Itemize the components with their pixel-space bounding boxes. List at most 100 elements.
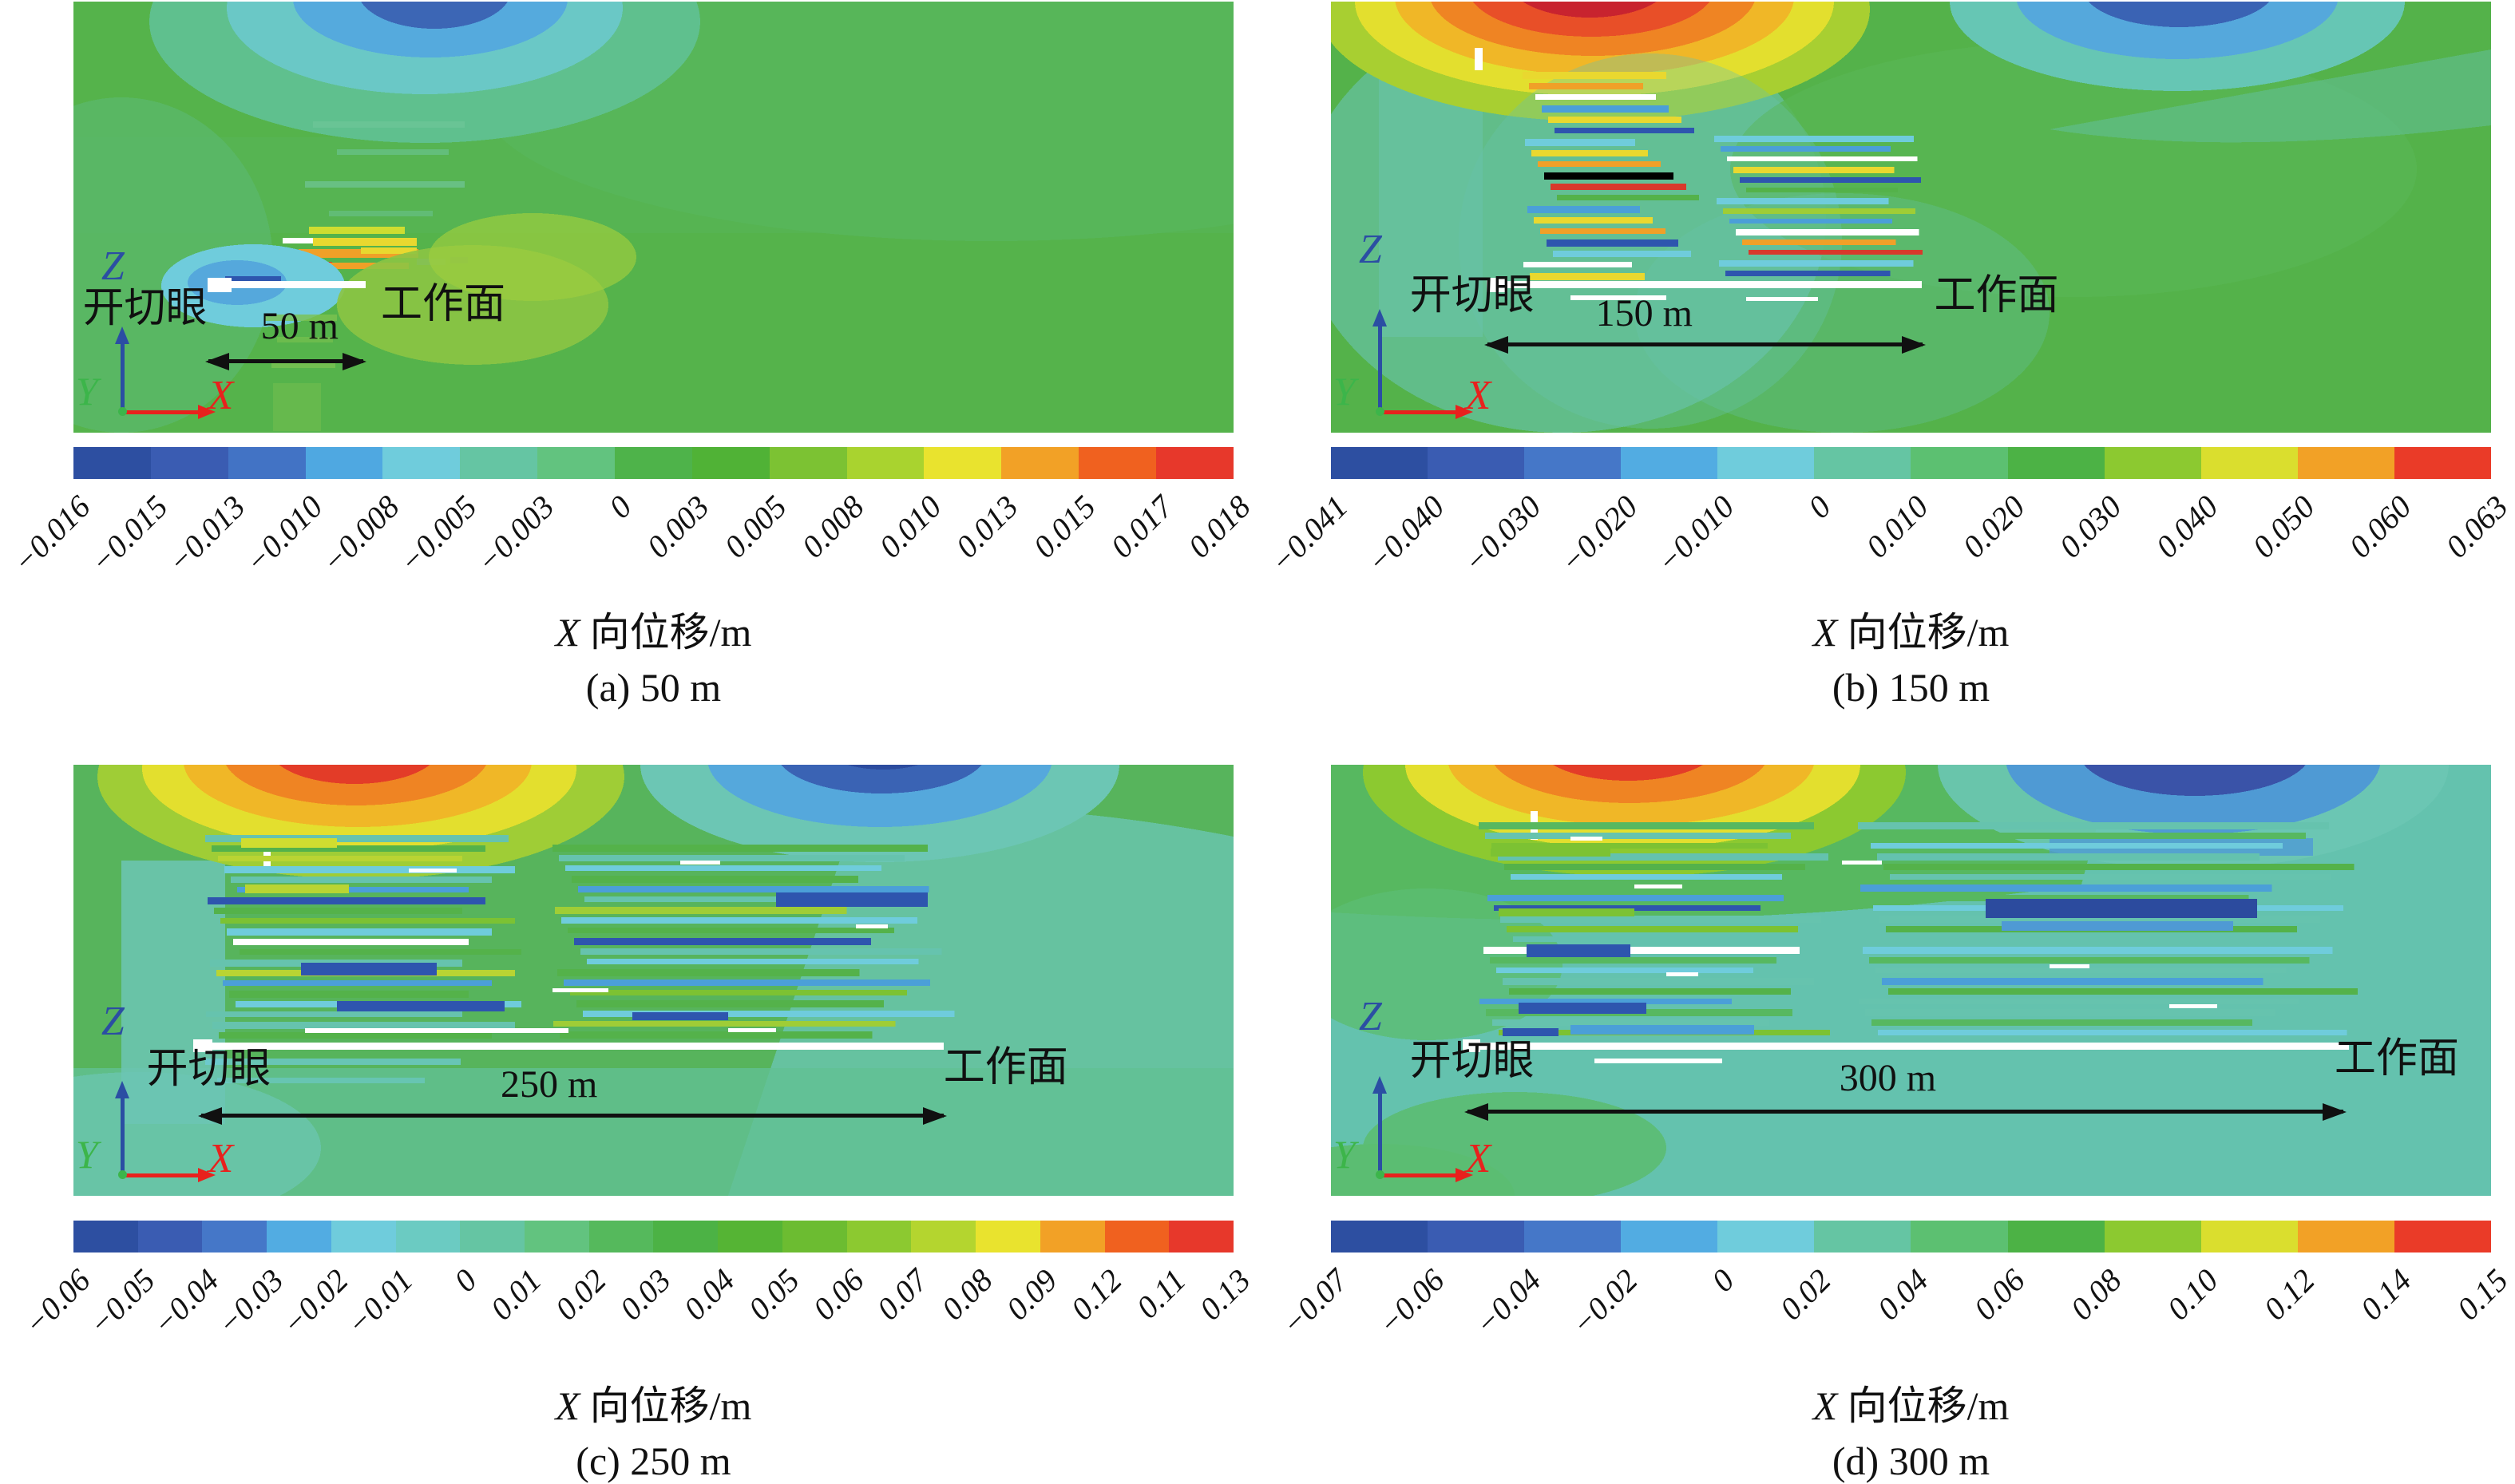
colorbar-segment: [1524, 447, 1622, 479]
y-axis-label: Y: [75, 369, 98, 414]
colorbar-segment: [267, 1221, 331, 1252]
colorbar-tick-label: 0.12: [1063, 1261, 1129, 1328]
colorbar-segment: [202, 1221, 267, 1252]
colorbar-segment: [395, 1221, 461, 1252]
colorbar-tick-label: −0.04: [1467, 1261, 1548, 1343]
panel-b: 开切眼 150 m 工作面 Z Y X −0.041 −0.040 −0.030 −0…: [1258, 0, 2515, 741]
z-axis-arrow: [1372, 1076, 1387, 1174]
colorbar-tick-label: −0.016: [6, 488, 97, 580]
colorbar-segment: [976, 1221, 1040, 1252]
colorbar-tick-label: 0.13: [1192, 1261, 1258, 1328]
colorbar-segment: [537, 447, 616, 479]
contour-plot-b: 开切眼 150 m 工作面 Z Y X: [1331, 2, 2491, 433]
distance-arrow: [204, 353, 366, 371]
colorbar-tick-label: −0.041: [1263, 488, 1355, 580]
z-axis-label: Z: [1358, 226, 1382, 272]
z-axis-arrow: [1372, 309, 1387, 411]
panel-caption: (d) 300 m: [1832, 1438, 1990, 1483]
colorbar-tick-label: 0.04: [1869, 1261, 1935, 1328]
colorbar-segment: [137, 1221, 203, 1252]
contour-field-b: [1331, 2, 2491, 433]
x-axis-arrow: [123, 404, 216, 419]
colorbar-tick-label: −0.015: [83, 488, 175, 580]
colorbar-segment: [2104, 1221, 2201, 1252]
distance-arrow: [1484, 335, 1926, 354]
colorbar-c: [73, 1221, 1234, 1252]
colorbar-segment: [2394, 447, 2491, 479]
cut-label: 开切眼: [146, 1047, 271, 1093]
axis-origin-dot: [1375, 1169, 1384, 1179]
colorbar-tick-label: 0.010: [871, 488, 949, 565]
x-axis-arrow: [1380, 1167, 1474, 1182]
colorbar-tick-label: 0.060: [2342, 488, 2418, 565]
y-axis-label: Y: [1333, 1132, 1356, 1177]
colorbar-title: X 向位移/m: [555, 610, 752, 655]
colorbar-tick-label: −0.003: [469, 488, 561, 580]
colorbar-segment: [1524, 1221, 1622, 1252]
distance-label: 300 m: [1839, 1057, 1937, 1100]
colorbar-segment: [1621, 1221, 1718, 1252]
contour-plot-d: 开切眼 300 m 工作面 Z Y X: [1331, 765, 2491, 1196]
contour-field-d: [1331, 765, 2491, 1196]
colorbar-segment: [1911, 1221, 2008, 1252]
cut-label: 开切眼: [1409, 1038, 1535, 1084]
colorbar-segment: [1040, 1221, 1105, 1252]
contour-plot-a: 开切眼 50 m 工作面 Z Y X: [73, 2, 1234, 433]
colorbar-segment: [1814, 1221, 1911, 1252]
colorbar-segment: [1428, 447, 1525, 479]
axis-origin-dot: [117, 406, 127, 416]
colorbar-segment: [911, 1221, 976, 1252]
colorbar-tick-label: 0.06: [806, 1261, 871, 1328]
x-axis-arrow: [123, 1167, 216, 1182]
face-label: 工作面: [943, 1044, 1068, 1090]
colorbar-segment: [1331, 447, 1428, 479]
colorbar-tick-label: 0.14: [2353, 1261, 2418, 1328]
colorbar-segment: [73, 1221, 138, 1252]
z-axis-label: Z: [101, 243, 125, 290]
colorbar-tick-label: 0.05: [741, 1261, 806, 1328]
colorbar-segment: [2007, 1221, 2105, 1252]
colorbar-tick-label: −0.005: [392, 488, 485, 580]
colorbar-tick-label: −0.02: [1564, 1261, 1645, 1343]
colorbar-tick-label: −0.010: [237, 488, 330, 580]
colorbar-tick-label: 0.02: [1772, 1261, 1839, 1328]
colorbar-tick-label: 0.11: [1129, 1261, 1193, 1326]
colorbar-tick-label: 0.005: [717, 488, 794, 565]
colorbar-tick-label: 0.12: [2256, 1261, 2322, 1328]
distance-label: 50 m: [260, 304, 339, 347]
colorbar-segment: [1911, 447, 2008, 479]
colorbar-tick-label: 0.040: [2148, 488, 2225, 565]
colorbar-segment: [2007, 447, 2105, 479]
colorbar-tick-label: 0.04: [676, 1261, 742, 1328]
colorbar-tick-label: −0.06: [17, 1261, 97, 1343]
colorbar-segment: [846, 447, 925, 479]
colorbar-segment: [1156, 447, 1234, 479]
colorbar-tick-label: 0.07: [869, 1261, 936, 1328]
y-axis-label: Y: [75, 1132, 98, 1177]
colorbar-segment: [615, 447, 692, 479]
z-axis-label: Z: [1358, 994, 1382, 1040]
colorbar-tick-label: 0.008: [794, 488, 871, 565]
colorbar-segment: [924, 447, 1002, 479]
colorbar-tick-label: 0.06: [1966, 1261, 2032, 1328]
colorbar-segment: [769, 447, 847, 479]
colorbar-tick-label: 0.013: [949, 488, 1026, 565]
colorbar-segment: [691, 447, 770, 479]
colorbar-segment: [1814, 447, 1911, 479]
colorbar-segment: [653, 1221, 719, 1252]
colorbar-segment: [1717, 1221, 1815, 1252]
contour-field-a: [73, 2, 1234, 433]
colorbar-segment: [1079, 447, 1157, 479]
colorbar-segment: [305, 447, 383, 479]
colorbar-segment: [525, 1221, 589, 1252]
colorbar-tick-label: 0.030: [2051, 488, 2129, 565]
colorbar-segment: [150, 447, 228, 479]
panel-d: 开切眼 300 m 工作面 Z Y X −0.07 −0.06 −0.04 −0.02…: [1258, 741, 2515, 1483]
panel-caption: (b) 150 m: [1832, 665, 1990, 710]
colorbar-segment: [1621, 447, 1718, 479]
colorbar-tick-label: −0.008: [315, 488, 407, 580]
z-axis-label: Z: [101, 998, 125, 1044]
colorbar-tick-label: −0.013: [160, 488, 252, 580]
colorbar-tick-label: 0.03: [612, 1261, 678, 1328]
colorbar-tick-label: 0.08: [2063, 1261, 2129, 1328]
